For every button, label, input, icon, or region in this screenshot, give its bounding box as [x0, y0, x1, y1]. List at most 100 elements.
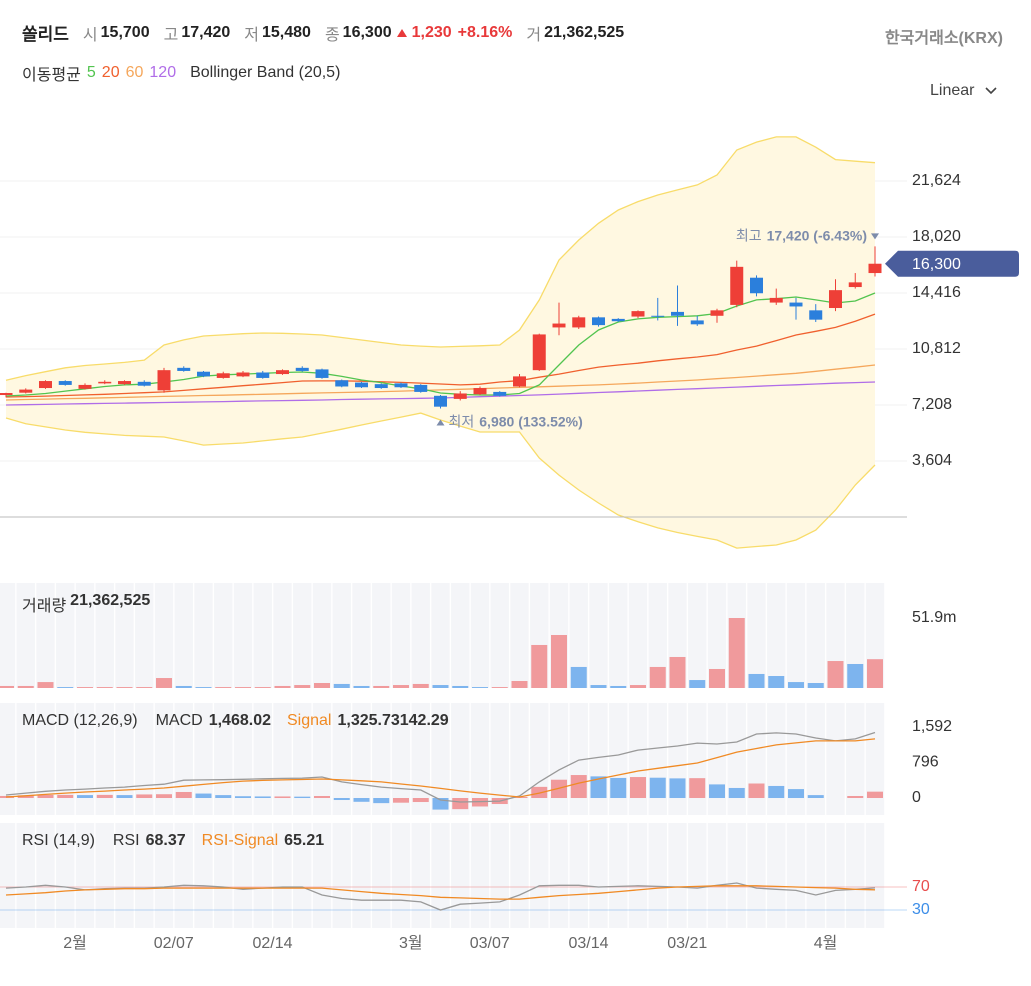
- column-stripe: [56, 703, 75, 815]
- column-stripe: [846, 583, 865, 688]
- volume-bar: [531, 644, 548, 688]
- column-stripe: [36, 583, 55, 688]
- rsi-header: RSI (14,9) RSI 68.37 RSI-Signal 65.21: [22, 832, 324, 850]
- column-stripe: [352, 823, 371, 928]
- scale-dropdown[interactable]: Linear: [930, 82, 998, 100]
- column-stripe: [648, 703, 667, 815]
- column-stripe: [786, 703, 806, 815]
- y-tick-label: 796: [912, 754, 939, 771]
- volume-bar: [867, 659, 883, 688]
- volume-bar: [254, 687, 271, 688]
- column-stripe: [451, 583, 470, 688]
- column-stripe: [273, 823, 292, 928]
- candle-body: [0, 393, 13, 396]
- column-stripe: [490, 583, 509, 688]
- rsi-line: [5, 885, 876, 900]
- histogram-bar: [748, 783, 765, 799]
- column-stripe: [451, 703, 470, 815]
- column-stripe: [510, 583, 529, 688]
- column-stripe: [688, 703, 707, 815]
- column-stripe: [569, 823, 588, 928]
- last-price-tag: [885, 250, 1019, 277]
- close-label: 종: [324, 26, 340, 44]
- y-tick-label: 21,624: [912, 172, 961, 189]
- volume-bar: [333, 683, 350, 688]
- chevron[interactable]: [984, 86, 998, 96]
- histogram-bar: [215, 795, 232, 799]
- x-tick-label: 03/21: [667, 935, 707, 952]
- volume-title: 거래량: [22, 598, 67, 615]
- y-tick-label: 10,812: [912, 340, 961, 357]
- x-tick-label: 4월: [814, 934, 838, 952]
- column-stripe: [510, 823, 529, 928]
- column-stripe: [293, 703, 312, 815]
- histogram-bar: [57, 794, 74, 799]
- column-stripe: [312, 703, 332, 815]
- annotation-label: 최저: [449, 413, 475, 429]
- column-stripe: [75, 823, 95, 928]
- volume-value: 21,362,525: [544, 23, 625, 41]
- column-stripe: [846, 823, 865, 928]
- column-stripe: [16, 703, 35, 815]
- column-stripe: [36, 703, 55, 815]
- column-stripe: [372, 583, 391, 688]
- column-stripe: [451, 823, 470, 928]
- volume-bar: [827, 661, 844, 688]
- volume-bar: [551, 634, 567, 688]
- candle-body: [374, 384, 388, 389]
- volume-bar: [235, 687, 251, 688]
- column-stripe: [233, 823, 253, 928]
- column-stripe: [312, 583, 332, 688]
- moving-average: [5, 292, 876, 397]
- candle-body: [355, 382, 368, 388]
- column-stripe: [806, 583, 825, 688]
- volume-bar: [294, 685, 311, 688]
- volume-bar: [274, 685, 291, 688]
- column-stripe: [786, 583, 806, 688]
- column-stripe: [727, 703, 746, 815]
- y-tick-label: 14,416: [912, 284, 961, 301]
- histogram-bar: [353, 798, 370, 802]
- macd-line: [5, 738, 876, 798]
- column-stripe: [510, 703, 529, 815]
- column-stripe: [589, 823, 608, 928]
- column-stripe: [431, 823, 450, 928]
- column-stripe: [707, 583, 727, 688]
- histogram-bar: [294, 796, 311, 799]
- candle-body: [631, 311, 645, 317]
- candle-body: [730, 266, 744, 305]
- stock-name: 쏠리드: [22, 25, 69, 44]
- column-stripe: [668, 823, 687, 928]
- candle-body: [315, 369, 329, 378]
- column-stripe: [0, 703, 16, 815]
- column-stripe: [372, 823, 391, 928]
- histogram-bar: [709, 784, 725, 799]
- legend-title: 이동평균: [22, 67, 81, 84]
- column-stripe: [352, 583, 371, 688]
- histogram-bar: [669, 778, 686, 799]
- histogram-bar: [630, 777, 646, 799]
- macd-line: [5, 731, 876, 803]
- volume-bar: [314, 683, 330, 688]
- column-stripe: [115, 583, 134, 688]
- column-stripe: [293, 583, 312, 688]
- scale-label[interactable]: Linear: [930, 82, 975, 99]
- signal-readout: 1,325.73142.29: [337, 712, 448, 730]
- moving-average: [5, 313, 876, 398]
- column-stripe: [36, 823, 55, 928]
- volume-bar: [156, 678, 172, 688]
- column-stripe: [767, 583, 786, 688]
- candle-body: [137, 381, 151, 386]
- column-stripe: [411, 583, 430, 688]
- candle-body: [236, 372, 250, 377]
- volume-bar: [610, 685, 627, 688]
- column-stripe: [154, 583, 174, 688]
- column-stripe: [194, 583, 213, 688]
- candle-body: [690, 320, 704, 325]
- histogram-bar: [788, 789, 804, 799]
- y-tick-label: 18,020: [912, 228, 961, 245]
- column-stripe: [806, 703, 825, 815]
- histogram-bar: [610, 777, 627, 799]
- column-stripe: [470, 703, 490, 815]
- volume-bar: [353, 685, 370, 688]
